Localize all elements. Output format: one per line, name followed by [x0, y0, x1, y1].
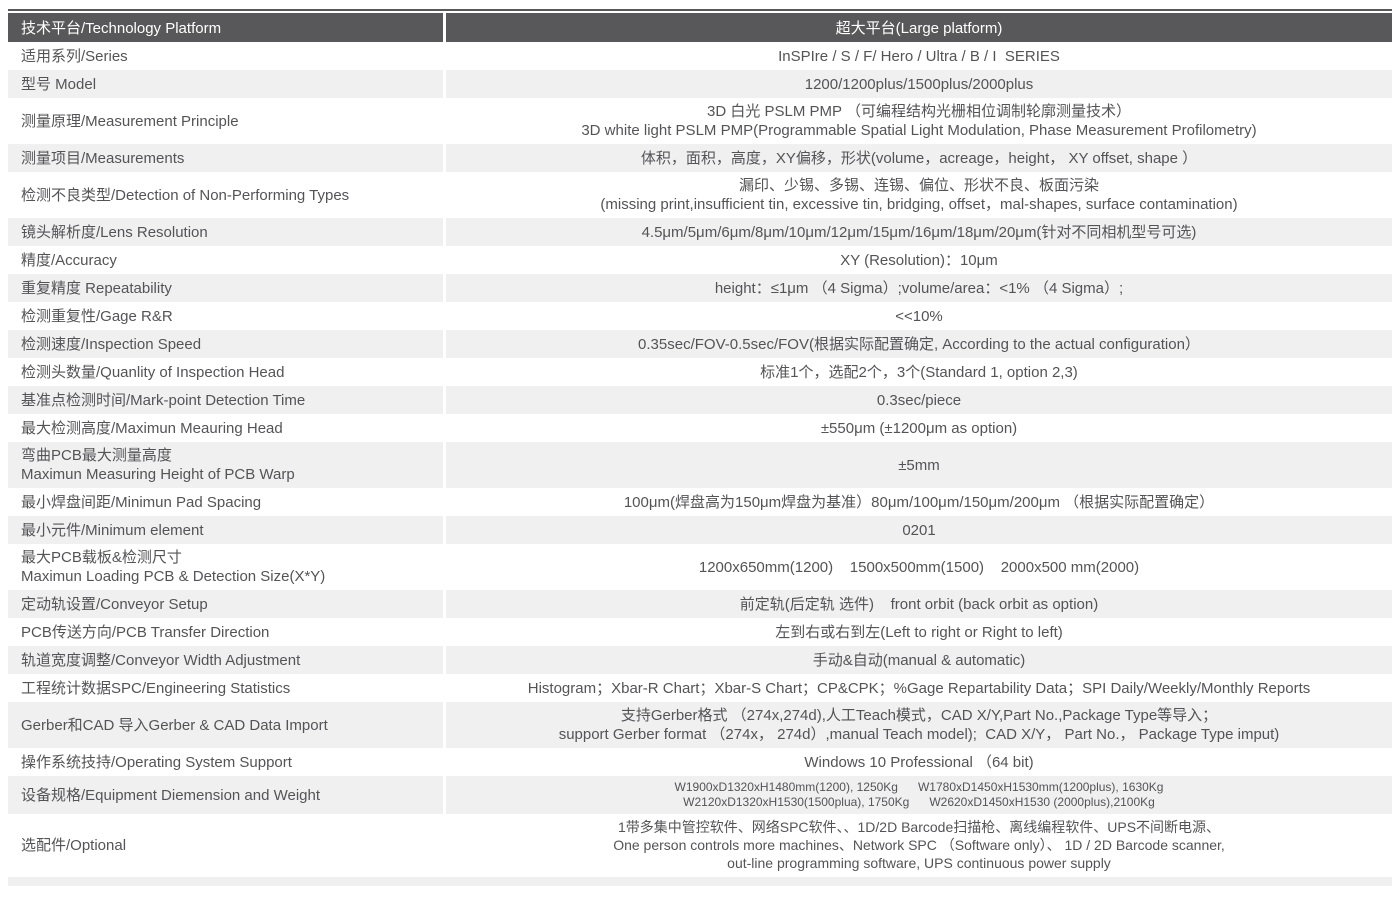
specification-table: 技术平台/Technology Platform 超大平台(Large plat… — [8, 13, 1392, 876]
table-row: 最小元件/Minimum element 0201 — [8, 516, 1392, 544]
row-value: <<10% — [895, 307, 943, 325]
row-value: 4.5μm/5μm/6μm/8μm/10μm/12μm/15μm/16μm/18… — [446, 218, 1392, 246]
table-row: 弯曲PCB最大测量高度 Maximun Measuring Height of P… — [8, 442, 1392, 488]
table-row: 检测速度/Inspection Speed 0.35sec/FOV-0.5sec… — [8, 330, 1392, 358]
table-row: 测量原理/Measurement Principle 3D 白光 PSLM PM… — [8, 98, 1392, 144]
row-value: 前定轨(后定轨 选件) front orbit (back orbit as o… — [446, 590, 1392, 618]
header-technology-platform: 技术平台/Technology Platform — [8, 13, 443, 42]
row-value: 左到右或右到左(Left to right or Right to left) — [775, 623, 1063, 641]
row-value: height：≤1μm （4 Sigma）;volume/area：<1% （4… — [446, 274, 1392, 302]
row-label: 检测重复性/Gage R&R — [21, 307, 173, 325]
table-body: 适用系列/Series InSPIre / S / F/ Hero / Ultr… — [8, 42, 1392, 876]
bottom-stripe-bar — [8, 877, 1392, 886]
table-row: 基准点检测时间/Mark-point Detection Time 0.3sec… — [8, 386, 1392, 414]
table-header-row: 技术平台/Technology Platform 超大平台(Large plat… — [8, 13, 1392, 42]
row-label: 操作系统技持/Operating System Support — [21, 753, 292, 771]
table-row: 定动轨设置/Conveyor Setup 前定轨(后定轨 选件) front o… — [8, 590, 1392, 618]
table-row: Gerber和CAD 导入Gerber & CAD Data Import 支持… — [8, 702, 1392, 748]
row-label: 适用系列/Series — [21, 47, 128, 65]
row-label: 基准点检测时间/Mark-point Detection Time — [8, 386, 443, 414]
table-row: 轨道宽度调整/Conveyor Width Adjustment 手动&自动(m… — [8, 646, 1392, 674]
row-label: 检测速度/Inspection Speed — [8, 330, 443, 358]
row-label: 检测头数量/Quanlity of Inspection Head — [21, 363, 285, 381]
row-value: 100μm(焊盘高为150μm焊盘为基准）80μm/100μm/150μm/20… — [623, 493, 1215, 511]
table-row: 检测重复性/Gage R&R <<10% — [8, 302, 1392, 330]
row-label: 测量项目/Measurements — [8, 144, 443, 172]
table-row: 精度/Accuracy XY (Resolution)：10μm — [8, 246, 1392, 274]
row-label: 型号 Model — [8, 70, 443, 98]
row-value: 手动&自动(manual & automatic) — [446, 646, 1392, 674]
table-row: 重复精度 Repeatability height：≤1μm （4 Sigma）… — [8, 274, 1392, 302]
row-label: 最小元件/Minimum element — [8, 516, 443, 544]
table-row: 检测不良类型/Detection of Non-Performing Types… — [8, 172, 1392, 218]
row-value: ±5mm — [446, 442, 1392, 488]
row-label: 弯曲PCB最大测量高度 Maximun Measuring Height of P… — [8, 442, 443, 488]
row-value: 1带多集中管控软件、网络SPC软件、、1D/2D Barcode扫描枪、离线编程… — [613, 819, 1225, 871]
table-row: 适用系列/Series InSPIre / S / F/ Hero / Ultr… — [8, 42, 1392, 70]
row-value: Histogram；Xbar-R Chart；Xbar-S Chart；CP&C… — [527, 679, 1311, 697]
table-row: 型号 Model 1200/1200plus/1500plus/2000plus — [8, 70, 1392, 98]
row-label: 最大检测高度/Maximun Meauring Head — [21, 419, 283, 437]
row-label: 选配件/Optional — [21, 836, 127, 854]
row-value: XY (Resolution)：10μm — [840, 251, 998, 269]
row-value: ±550μm (±1200μm as option) — [820, 419, 1018, 437]
row-value: 漏印、少锡、多锡、连锡、偏位、形状不良、板面污染 (missing print,i… — [600, 177, 1238, 213]
row-value: Windows 10 Professional （64 bit) — [804, 753, 1034, 771]
row-label: 最大PCB载板&检测尺寸 Maximun Loading PCB & Detect… — [21, 549, 326, 585]
header-large-platform: 超大平台(Large platform) — [446, 13, 1392, 42]
table-row: 镜头解析度/Lens Resolution 4.5μm/5μm/6μm/8μm/… — [8, 218, 1392, 246]
row-label: 设备规格/Equipment Diemension and Weight — [8, 776, 443, 814]
table-row: PCB传送方向/PCB Transfer Direction 左到右或右到左(L… — [8, 618, 1392, 646]
table-row: 最大PCB载板&检测尺寸 Maximun Loading PCB & Detect… — [8, 544, 1392, 590]
table-row: 最小焊盘间距/Minimun Pad Spacing 100μm(焊盘高为150… — [8, 488, 1392, 516]
row-label: 镜头解析度/Lens Resolution — [8, 218, 443, 246]
row-label: 精度/Accuracy — [21, 251, 117, 269]
row-label: 工程统计数据SPC/Engineering Statistics — [21, 679, 291, 697]
row-value: InSPIre / S / F/ Hero / Ultra / B / I SE… — [778, 47, 1060, 65]
table-row: 选配件/Optional 1带多集中管控软件、网络SPC软件、、1D/2D Ba… — [8, 814, 1392, 876]
row-label: 重复精度 Repeatability — [8, 274, 443, 302]
row-value: 0201 — [446, 516, 1392, 544]
row-label: 轨道宽度调整/Conveyor Width Adjustment — [8, 646, 443, 674]
row-label: Gerber和CAD 导入Gerber & CAD Data Import — [8, 702, 443, 748]
row-value: 体积，面积，高度，XY偏移，形状(volume，acreage，height， … — [446, 144, 1392, 172]
row-label: 定动轨设置/Conveyor Setup — [8, 590, 443, 618]
row-value: 1200/1200plus/1500plus/2000plus — [446, 70, 1392, 98]
table-row: 检测头数量/Quanlity of Inspection Head 标准1个，选… — [8, 358, 1392, 386]
row-label: 测量原理/Measurement Principle — [21, 112, 239, 130]
row-value: 1200x650mm(1200) 1500x500mm(1500) 2000x5… — [698, 558, 1140, 576]
row-value: 0.35sec/FOV-0.5sec/FOV(根据实际配置确定, Accordi… — [446, 330, 1392, 358]
row-label: 检测不良类型/Detection of Non-Performing Types — [21, 186, 350, 204]
row-value: W1900xD1320xH1480mm(1200), 1250Kg W1780x… — [446, 776, 1392, 814]
row-value: 支持Gerber格式 （274x,274d),人工Teach模式，CAD X/Y… — [446, 702, 1392, 748]
row-value: 3D 白光 PSLM PMP （可编程结构光栅相位调制轮廓测量技术） 3D whi… — [581, 103, 1257, 139]
row-label: PCB传送方向/PCB Transfer Direction — [21, 623, 270, 641]
row-label: 最小焊盘间距/Minimun Pad Spacing — [21, 493, 262, 511]
table-row: 最大检测高度/Maximun Meauring Head ±550μm (±12… — [8, 414, 1392, 442]
table-row: 工程统计数据SPC/Engineering Statistics Histogr… — [8, 674, 1392, 702]
top-divider-line — [8, 9, 1392, 11]
row-value: 标准1个，选配2个，3个(Standard 1, option 2,3) — [760, 363, 1078, 381]
table-row: 设备规格/Equipment Diemension and Weight W19… — [8, 776, 1392, 814]
row-value: 0.3sec/piece — [446, 386, 1392, 414]
table-row: 操作系统技持/Operating System Support Windows … — [8, 748, 1392, 776]
table-row: 测量项目/Measurements 体积，面积，高度，XY偏移，形状(volum… — [8, 144, 1392, 172]
